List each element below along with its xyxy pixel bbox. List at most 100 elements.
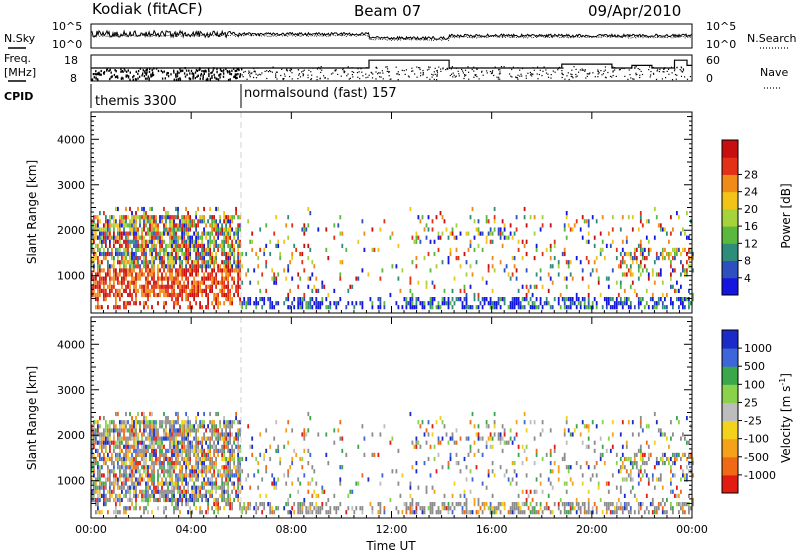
power-cell xyxy=(187,276,189,281)
power-cell xyxy=(107,305,109,310)
power-cell xyxy=(447,301,450,306)
power-cell xyxy=(167,288,169,293)
velocity-cell xyxy=(195,416,197,421)
nave-point xyxy=(137,77,139,80)
velocity-cell xyxy=(277,506,280,511)
velocity-cell xyxy=(199,493,201,498)
freq-trace xyxy=(91,59,692,82)
power-cell xyxy=(599,231,602,236)
nave-point xyxy=(214,76,216,79)
velocity-cell xyxy=(167,416,169,421)
velocity-cell xyxy=(587,489,590,494)
power-cell xyxy=(521,239,524,244)
power-cell xyxy=(185,256,187,261)
velocity-cell xyxy=(203,411,205,417)
power-cell xyxy=(181,227,183,232)
velocity-cell xyxy=(465,477,468,482)
nave-point xyxy=(194,77,196,80)
velocity-cell xyxy=(421,506,424,511)
velocity-cell xyxy=(535,489,538,494)
nave-point xyxy=(219,76,221,79)
velocity-cell xyxy=(299,456,302,462)
power-cell xyxy=(419,239,422,244)
power-cell xyxy=(275,276,278,281)
power-cell xyxy=(211,280,213,285)
power-cell xyxy=(487,301,490,306)
power-cell xyxy=(125,276,127,281)
power-cell xyxy=(205,288,207,293)
velocity-cell xyxy=(227,420,229,425)
power-cell xyxy=(95,256,97,261)
power-cell xyxy=(247,297,250,302)
power-cell xyxy=(193,276,195,281)
velocity-cell xyxy=(119,465,121,470)
power-cell xyxy=(115,247,117,252)
velocity-cell xyxy=(105,485,107,490)
velocity-cell xyxy=(517,444,520,449)
velocity-cell xyxy=(215,502,217,507)
nave-point xyxy=(450,68,452,70)
velocity-cell xyxy=(203,452,205,457)
velocity-cell xyxy=(145,465,147,470)
power-cell xyxy=(227,280,229,285)
nave-point xyxy=(433,78,435,80)
velocity-cell xyxy=(179,497,181,503)
power-cell xyxy=(103,276,105,281)
velocity-cell xyxy=(147,489,149,494)
velocity-cell xyxy=(453,440,456,445)
velocity-cell xyxy=(167,432,169,437)
power-cell xyxy=(187,284,189,289)
power-cell xyxy=(567,297,570,302)
power-cell xyxy=(113,284,115,289)
power-cell xyxy=(265,243,268,248)
velocity-cell xyxy=(599,456,602,462)
power-cell xyxy=(197,239,199,244)
power-cell xyxy=(149,239,151,244)
power-cell xyxy=(177,227,179,232)
velocity-cell xyxy=(309,502,312,507)
power-cell xyxy=(157,276,159,281)
velocity-cell xyxy=(229,456,231,462)
power-cell xyxy=(107,292,109,298)
power-cell xyxy=(615,301,618,306)
velocity-cell xyxy=(97,461,99,466)
power-cell xyxy=(287,235,290,240)
power-cell xyxy=(666,305,668,310)
velocity-cell xyxy=(191,477,193,482)
power-cell xyxy=(209,256,211,261)
velocity-cell xyxy=(565,510,568,515)
power-cell xyxy=(361,219,364,224)
power-cell xyxy=(141,231,143,236)
velocity-cell xyxy=(519,510,522,515)
power-cell xyxy=(135,264,137,269)
velocity-cell xyxy=(95,448,97,453)
nave-point xyxy=(639,74,641,76)
velocity-cell xyxy=(123,469,125,474)
nave-point xyxy=(220,69,223,72)
power-cell xyxy=(109,231,111,236)
power-cell xyxy=(457,297,460,302)
power-cell xyxy=(211,231,213,236)
velocity-cell xyxy=(293,448,296,453)
power-cell xyxy=(185,239,187,244)
velocity-cell xyxy=(173,432,175,437)
velocity-cell xyxy=(503,428,506,433)
power-cell xyxy=(109,219,111,224)
velocity-cell xyxy=(629,469,632,474)
velocity-cell xyxy=(203,477,205,482)
velocity-cell xyxy=(379,481,382,486)
power-cell xyxy=(147,284,149,289)
nave-point xyxy=(398,74,400,76)
power-cell xyxy=(149,247,151,252)
velocity-cell xyxy=(105,428,107,433)
nave-point xyxy=(302,75,304,77)
power-cell xyxy=(169,276,171,281)
velocity-cell xyxy=(211,436,213,441)
power-cell xyxy=(213,268,215,273)
power-cell xyxy=(115,219,117,224)
velocity-cell xyxy=(223,493,225,498)
velocity-cell xyxy=(525,473,528,478)
power-cell xyxy=(177,301,179,306)
power-cell xyxy=(97,272,99,277)
velocity-cell xyxy=(617,469,620,474)
